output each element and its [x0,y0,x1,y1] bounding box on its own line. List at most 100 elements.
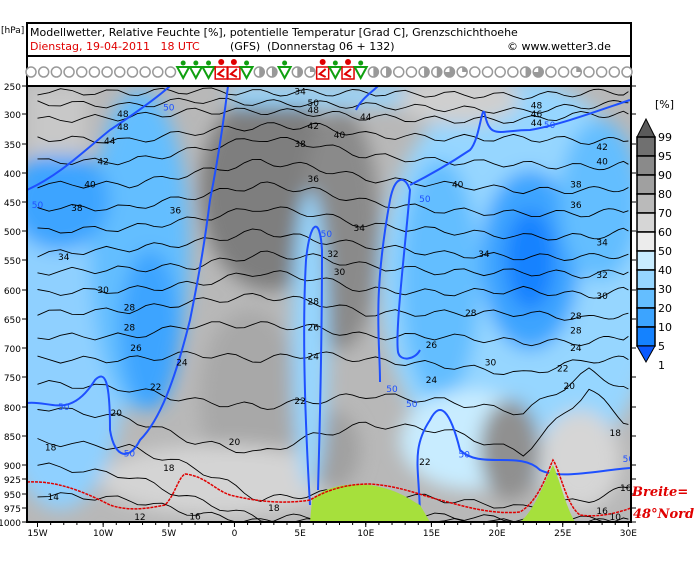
theta-label: 30 [596,292,608,302]
legend-swatch [636,193,656,214]
y-tick-label: 1000 [0,519,21,529]
weather-symbol-shower-icon [175,60,191,81]
theta-contour-44 [37,122,629,145]
weather-symbol-half-cloudy-icon [253,66,266,78]
contour-labels: 4848444240383430282826242220181816141236… [32,88,635,523]
legend-swatch [636,155,656,176]
y-tick-label: 650 [4,316,21,326]
theta-label: 32 [327,250,338,260]
weather-symbol-half-cloudy-icon [519,66,532,78]
weather-symbol-shower-icon [327,60,344,81]
theta-label: 22 [419,458,430,468]
x-tick-label: 0 [232,529,238,539]
theta-label: 44 [531,119,543,129]
y-tick-label: 925 [4,476,21,486]
rh-label: 50 [623,455,635,465]
weather-symbol-clear-icon [392,66,405,78]
theta-label: 28 [570,312,582,322]
theta-label: 48 [308,106,320,116]
legend-swatch [636,136,656,157]
theta-label: 44 [360,113,372,123]
theta-contour-32 [37,250,629,279]
weather-symbols-row [25,59,633,81]
theta-contour-22 [37,367,629,416]
y-tick-label: 500 [4,228,21,238]
weather-symbol-shower-icon [188,60,204,81]
theta-label: 12 [134,513,145,523]
theta-label: 40 [452,181,464,191]
theta-label: 16 [189,512,201,522]
theta-label: 34 [58,253,70,263]
y-axis: 250 300 350 400 450 500 550 600 650 700 750 800 850 9… [0,83,636,529]
x-tick-label: 30E [620,529,637,539]
theta-label: 50 [308,99,320,109]
legend-level-label: 70 [658,207,672,220]
theta-label: 20 [229,438,241,448]
legend-swatch [636,326,656,347]
theta-label: 34 [294,88,306,98]
weather-symbol-clear-icon [595,66,608,78]
legend-swatch [636,307,656,328]
legend-swatch [636,212,656,233]
weather-symbol-clear-icon [583,66,595,78]
weather-symbol-clear-icon [608,66,621,78]
theta-contour-34 [37,228,629,261]
legend-swatch [636,288,656,309]
rh-label: 50 [32,201,44,211]
theta-label: 18 [268,504,280,514]
legend-level-label: 60 [658,226,672,239]
theta-contour-20 [37,388,629,457]
theta-label: 18 [163,464,175,474]
weather-symbol-thunderstorm-icon [214,59,228,80]
rh-label: 50 [321,230,333,240]
theta-label: 36 [570,201,582,211]
legend-swatch [636,250,656,271]
weather-symbol-half-cloudy-icon [266,66,278,78]
rh-label: 50 [459,451,471,461]
theta-label: 24 [308,353,320,363]
x-tick-label: 5E [294,529,306,539]
theta-label: 18 [45,444,57,454]
weather-symbol-shower-icon [353,60,369,81]
header-copyright: © www.wetter3.de [507,40,611,53]
legend-bottom-arrow [636,345,656,364]
weather-symbol-cloudy-icon [532,66,544,78]
weather-symbol-clear-icon [545,66,557,78]
weather-symbol-clear-icon [114,66,126,78]
weather-symbol-clear-icon [88,66,101,78]
weather-symbol-clear-icon [621,66,633,78]
weather-symbol-clear-icon [101,66,113,78]
weather-symbol-half-cloudy-icon [291,66,304,78]
theta-label: 30 [97,286,109,296]
rh-shading: 4848444240383430282826242220181816141236… [27,86,635,523]
theta-label: 28 [124,303,136,313]
y-tick-label: 250 [4,83,21,93]
weather-symbol-half-cloudy-icon [431,66,443,78]
theta-label: 48 [117,110,129,120]
y-tick-label: 750 [4,374,21,384]
theta-contour-50 [37,97,629,114]
theta-contour-52 [37,87,629,100]
theta-contour-38 [37,181,629,218]
legend-title: [%] [655,98,674,111]
theta-label: 42 [308,122,319,132]
x-tick-label: 15W [27,529,47,539]
weather-symbol-clear-icon [405,66,418,78]
theta-label: 40 [596,157,608,167]
latitude-annotation-line2: 48°Nord [633,507,694,522]
theta-label: 28 [465,309,477,319]
weather-symbol-clear-icon [75,66,88,78]
weather-symbol-thunderstorm-icon [341,59,355,80]
theta-label: 22 [294,397,305,407]
theta-label: 22 [557,364,568,374]
theta-label: 44 [104,137,116,147]
theta-label: 34 [596,239,608,249]
legend-level-label: 30 [658,283,672,296]
weather-symbol-partly-cloudy-icon [570,66,583,78]
theta-label: 36 [170,207,182,217]
header-run: (Donnerstag 06 + 132) [267,40,394,53]
weather-symbol-clear-icon [469,66,481,78]
legend-top-arrow [636,117,656,138]
theta-contour-26 [37,321,629,347]
weather-symbol-partly-cloudy-icon [304,66,316,78]
